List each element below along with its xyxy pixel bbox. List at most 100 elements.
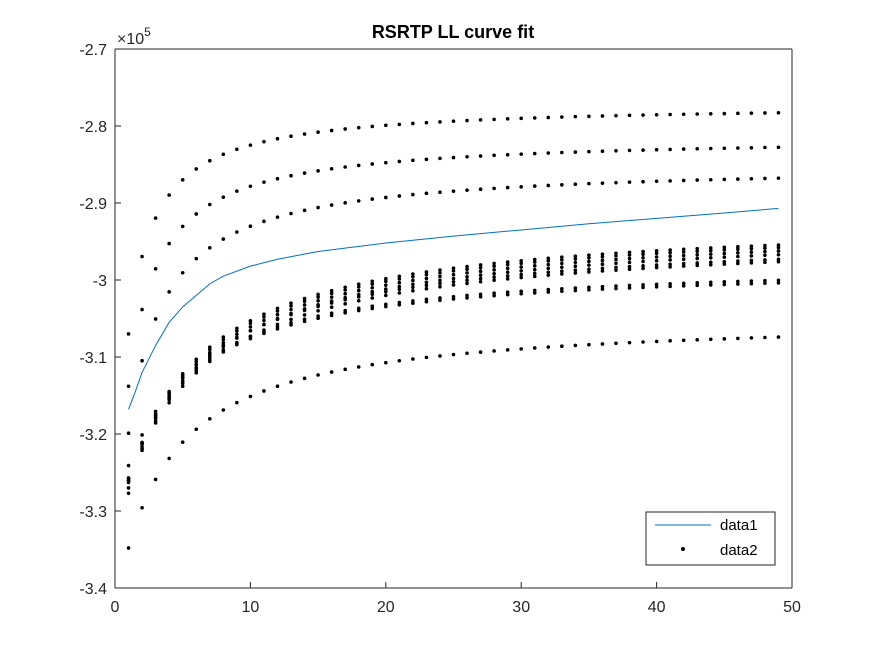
data2-point	[248, 394, 253, 399]
data2-point	[262, 180, 266, 184]
data2-point	[587, 342, 591, 347]
data2-point	[722, 337, 727, 341]
data2-point	[384, 287, 388, 291]
data2-point	[424, 120, 429, 125]
data2-point	[668, 254, 672, 259]
data2-point	[560, 269, 564, 274]
data2-point	[695, 337, 700, 342]
data2-point	[235, 342, 239, 347]
data2-point	[343, 288, 347, 292]
data2-point	[180, 270, 185, 275]
data2-point	[736, 336, 740, 341]
data2-point	[343, 311, 347, 315]
data2-point	[708, 252, 713, 256]
y-tick-label: -3.1	[79, 350, 107, 367]
data2-point	[194, 363, 199, 367]
data2-point	[546, 266, 551, 271]
data2-point	[560, 286, 564, 291]
data2-point	[478, 279, 483, 284]
data2-point	[668, 339, 672, 343]
data2-point	[532, 116, 537, 120]
data2-point	[370, 162, 375, 166]
data2-point	[600, 181, 605, 185]
data2-point	[641, 285, 645, 290]
data2-point	[532, 151, 537, 156]
data2-point	[695, 263, 700, 268]
data2-point	[708, 246, 713, 250]
data2-point	[776, 252, 781, 257]
data2-point	[560, 261, 564, 266]
data2-point	[776, 110, 781, 115]
data2-point	[343, 201, 347, 205]
data2-point	[749, 254, 754, 258]
data2-point	[519, 269, 523, 273]
data2-point	[546, 345, 551, 349]
data2-point	[424, 270, 429, 274]
data2-point	[438, 298, 442, 303]
data2-point	[695, 112, 700, 116]
data2-point	[316, 169, 320, 173]
data2-point	[532, 267, 537, 272]
data2-point	[736, 111, 740, 116]
data2-point	[722, 280, 727, 284]
data2-point	[600, 342, 605, 346]
data2-point	[654, 179, 659, 184]
data2-point	[532, 291, 537, 295]
y-tick-label: -3.2	[79, 427, 107, 444]
data2-point	[451, 189, 456, 193]
data2-point	[262, 318, 266, 323]
data2-point	[465, 278, 469, 282]
data2-point	[573, 268, 578, 272]
data2-point	[627, 148, 632, 153]
data2-point	[519, 275, 523, 280]
data2-point	[478, 276, 483, 281]
data2-point	[302, 308, 307, 313]
data2-point	[654, 282, 659, 287]
data2-point	[275, 306, 280, 311]
data2-point	[681, 338, 686, 343]
data2-point	[262, 312, 266, 316]
data2-point	[316, 373, 320, 377]
data2-point	[465, 118, 469, 123]
data2-point	[654, 265, 659, 270]
data2-point	[356, 163, 361, 168]
data2-point	[302, 299, 307, 304]
data2-point	[235, 335, 239, 340]
data2-point	[546, 287, 551, 292]
data2-point	[722, 251, 727, 256]
plot-area	[115, 49, 792, 588]
data2-point	[708, 262, 713, 267]
data2-point	[207, 352, 212, 357]
data2-point	[722, 177, 727, 182]
data2-point	[424, 283, 429, 288]
data2-point	[546, 259, 551, 263]
data2-point	[614, 341, 618, 346]
data2-point	[329, 167, 334, 171]
data2-point	[560, 150, 564, 155]
data2-point	[776, 249, 781, 253]
data2-point	[302, 296, 307, 301]
data2-point	[451, 352, 456, 357]
data2-point	[478, 294, 483, 299]
data2-point	[180, 384, 185, 389]
data2-point	[776, 245, 781, 250]
data2-point	[600, 269, 605, 273]
data2-point	[194, 368, 199, 373]
data2-point	[695, 147, 700, 151]
data2-point	[654, 339, 659, 344]
data2-point	[627, 283, 632, 288]
data2-point	[749, 281, 754, 286]
data2-point	[681, 264, 686, 268]
data2-point	[167, 193, 171, 197]
data2-point	[424, 276, 429, 281]
data2-point	[411, 288, 415, 293]
data2-point	[207, 158, 212, 163]
data2-point	[695, 246, 700, 251]
data2-point	[451, 297, 456, 301]
data2-point	[167, 390, 171, 395]
data2-point	[763, 246, 767, 250]
data2-point	[587, 149, 591, 154]
data2-point	[384, 123, 388, 128]
data2-point	[614, 149, 618, 153]
data2-point	[126, 384, 131, 389]
